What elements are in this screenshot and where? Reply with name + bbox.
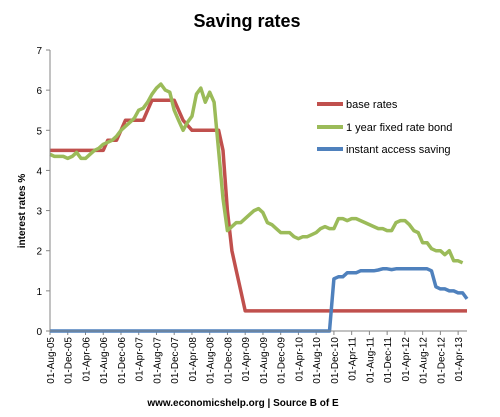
- x-tick-label: 01-Aug-09: [259, 337, 270, 384]
- x-tick-label: 01-Apr-06: [81, 337, 92, 382]
- x-tick-label: 01-Apr-07: [135, 337, 146, 382]
- x-tick-label: 01-Aug-08: [206, 337, 217, 384]
- x-tick-label: 01-Aug-06: [99, 337, 110, 384]
- x-tick-label: 01-Apr-11: [348, 337, 359, 381]
- x-tick-label: 01-Apr-09: [241, 337, 252, 382]
- x-tick-label: 01-Dec-07: [170, 337, 181, 384]
- y-tick-label: 0: [36, 327, 42, 338]
- x-axis-ticks: 01-Aug-05 01-Dec-05 01-Apr-06 01-Aug-06 01-D…: [46, 331, 465, 384]
- legend-label-1-year-fixed-rate-bond: 1 year fixed rate bond: [346, 122, 452, 134]
- y-tick-label: 5: [36, 126, 42, 137]
- y-axis-label: interest rates %: [17, 174, 28, 249]
- chart-footer: www.economicshelp.org | Source B of E: [146, 398, 339, 409]
- y-axis-ticks: 0 1 2 3 4 5 6 7: [36, 46, 50, 338]
- x-tick-label: 01-Dec-12: [436, 337, 447, 384]
- x-tick-label: 01-Aug-11: [365, 337, 376, 383]
- x-tick-label: 01-Aug-05: [46, 337, 57, 384]
- x-tick-label: 01-Dec-06: [117, 337, 128, 384]
- legend-label-instant-access-saving: instant access saving: [346, 144, 451, 156]
- y-tick-label: 2: [36, 247, 42, 258]
- x-tick-label: 01-Dec-09: [277, 337, 288, 384]
- x-tick-label: 01-Dec-05: [64, 337, 75, 384]
- y-tick-label: 3: [36, 207, 42, 218]
- series-line-1-year-fixed-rate-bond: [49, 82, 464, 265]
- legend-label-base-rates: base rates: [346, 99, 398, 111]
- y-tick-label: 1: [36, 287, 42, 298]
- series-line-instant-access-saving: [50, 267, 469, 333]
- x-tick-label: 01-Apr-12: [401, 337, 412, 382]
- series-layer: [49, 82, 469, 333]
- y-tick-label: 7: [36, 46, 42, 57]
- x-tick-label: 01-Apr-13: [454, 337, 465, 382]
- chart-title: Saving rates: [193, 11, 300, 31]
- x-tick-label: 01-Aug-07: [152, 337, 163, 384]
- y-tick-label: 4: [36, 166, 42, 177]
- x-tick-label: 01-Aug-12: [419, 337, 430, 384]
- x-tick-label: 01-Dec-08: [223, 337, 234, 384]
- x-tick-label: 01-Aug-10: [312, 337, 323, 384]
- x-tick-label: 01-Dec-10: [330, 337, 341, 384]
- legend: base rates 1 year fixed rate bond instant …: [317, 99, 452, 156]
- x-tick-label: 01-Apr-08: [188, 337, 199, 382]
- x-tick-label: 01-Apr-10: [294, 337, 305, 382]
- y-tick-label: 6: [36, 86, 42, 97]
- x-tick-label: 01-Dec-11: [383, 337, 394, 383]
